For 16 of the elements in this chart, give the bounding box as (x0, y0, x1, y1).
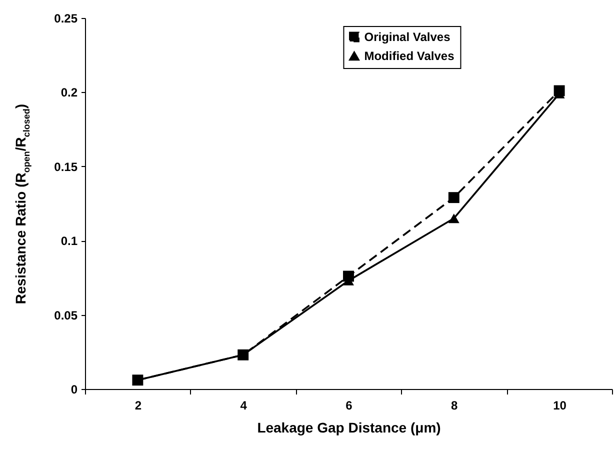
y-tick-label: 0 (70, 382, 78, 396)
y-tick-label: 0.25 (54, 12, 78, 26)
x-tick-label: 4 (240, 398, 248, 412)
point (448, 192, 460, 204)
y-tick-label: 0.05 (54, 308, 78, 322)
y-tick-label: 0.1 (60, 234, 78, 248)
y-tick-label: 0.2 (60, 86, 78, 100)
legend-label: Modified Valves (364, 49, 455, 63)
legend-label: Original Valves (364, 30, 451, 44)
point (448, 214, 460, 224)
x-tick-label: 10 (553, 398, 567, 412)
x-axis-title: Leakage Gap Distance (μm) (257, 420, 441, 436)
y-tick-label: 0.15 (54, 160, 78, 174)
x-tick-label: 8 (451, 398, 458, 412)
x-tick-label: 2 (134, 398, 142, 412)
x-tick-label: 6 (346, 398, 353, 412)
